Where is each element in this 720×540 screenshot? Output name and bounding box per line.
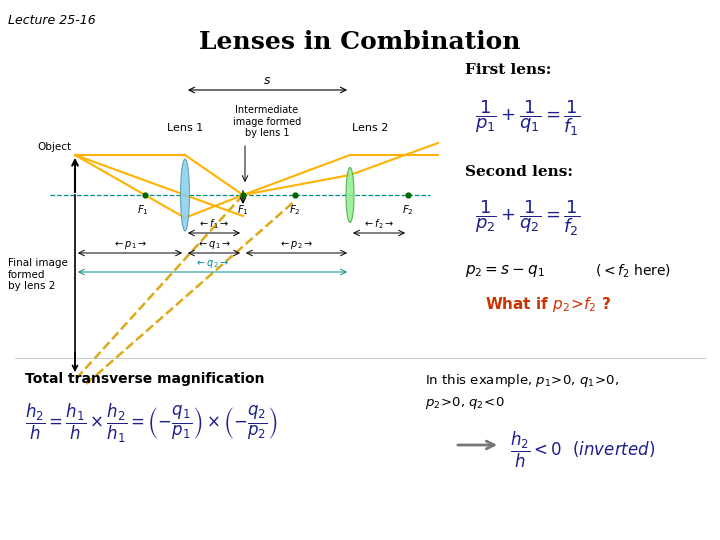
Text: Lens 2: Lens 2 [352,123,388,133]
Text: First lens:: First lens: [465,63,552,77]
Text: Total transverse magnification: Total transverse magnification [25,372,264,386]
Text: $\leftarrow p_2\rightarrow$: $\leftarrow p_2\rightarrow$ [279,239,314,251]
Text: $\dfrac{h_2}{h}=\dfrac{h_1}{h}\times\dfrac{h_2}{h_1}=\left(-\dfrac{q_1}{p_1}\rig: $\dfrac{h_2}{h}=\dfrac{h_1}{h}\times\dfr… [25,402,278,445]
Text: Intermediate
image formed
by lens 1: Intermediate image formed by lens 1 [233,105,301,138]
Text: Lenses in Combination: Lenses in Combination [199,30,521,54]
Text: Second lens:: Second lens: [465,165,573,179]
Ellipse shape [181,159,189,231]
Text: $s$: $s$ [264,74,271,87]
Text: $\dfrac{1}{p_1}+\dfrac{1}{q_1}=\dfrac{1}{f_1}$: $\dfrac{1}{p_1}+\dfrac{1}{q_1}=\dfrac{1}… [475,98,580,138]
Text: $p_2 = s - q_1$: $p_2 = s - q_1$ [465,263,545,279]
Text: $\leftarrow f_2\rightarrow$: $\leftarrow f_2\rightarrow$ [363,217,395,231]
Text: $F_2$: $F_2$ [289,203,301,217]
Ellipse shape [346,167,354,222]
Text: $\leftarrow q_1\rightarrow$: $\leftarrow q_1\rightarrow$ [197,239,231,251]
Text: $\leftarrow f_1\rightarrow$: $\leftarrow f_1\rightarrow$ [198,217,230,231]
Text: In this example, $p_1\!>\!0$, $q_1\!>\!0$,: In this example, $p_1\!>\!0$, $q_1\!>\!0… [425,372,619,389]
Text: Lens 1: Lens 1 [167,123,203,133]
Text: $\leftarrow p_1\rightarrow$: $\leftarrow p_1\rightarrow$ [113,239,147,251]
Text: $(<f_2$ here$)$: $(<f_2$ here$)$ [595,263,671,280]
Text: Lecture 25-16: Lecture 25-16 [8,14,96,27]
Text: $p_2\!>\!0$, $q_2\!<\!0$: $p_2\!>\!0$, $q_2\!<\!0$ [425,395,505,411]
Text: $F_1$: $F_1$ [137,203,149,217]
Text: $\leftarrow q_2\rightarrow$: $\leftarrow q_2\rightarrow$ [195,258,230,270]
Text: Final image
formed
by lens 2: Final image formed by lens 2 [8,258,68,291]
Text: $F_1$: $F_1$ [237,203,249,217]
Text: $\dfrac{h_2}{h}<0\ \ \mathit{(inverted)}$: $\dfrac{h_2}{h}<0\ \ \mathit{(inverted)}… [510,430,655,470]
Text: Object: Object [38,142,72,152]
Text: $F_2$: $F_2$ [402,203,414,217]
Text: What if $p_2\!>\!f_2$ ?: What if $p_2\!>\!f_2$ ? [485,295,611,314]
Text: $\dfrac{1}{p_2}+\dfrac{1}{q_2}=\dfrac{1}{f_2}$: $\dfrac{1}{p_2}+\dfrac{1}{q_2}=\dfrac{1}… [475,198,580,238]
